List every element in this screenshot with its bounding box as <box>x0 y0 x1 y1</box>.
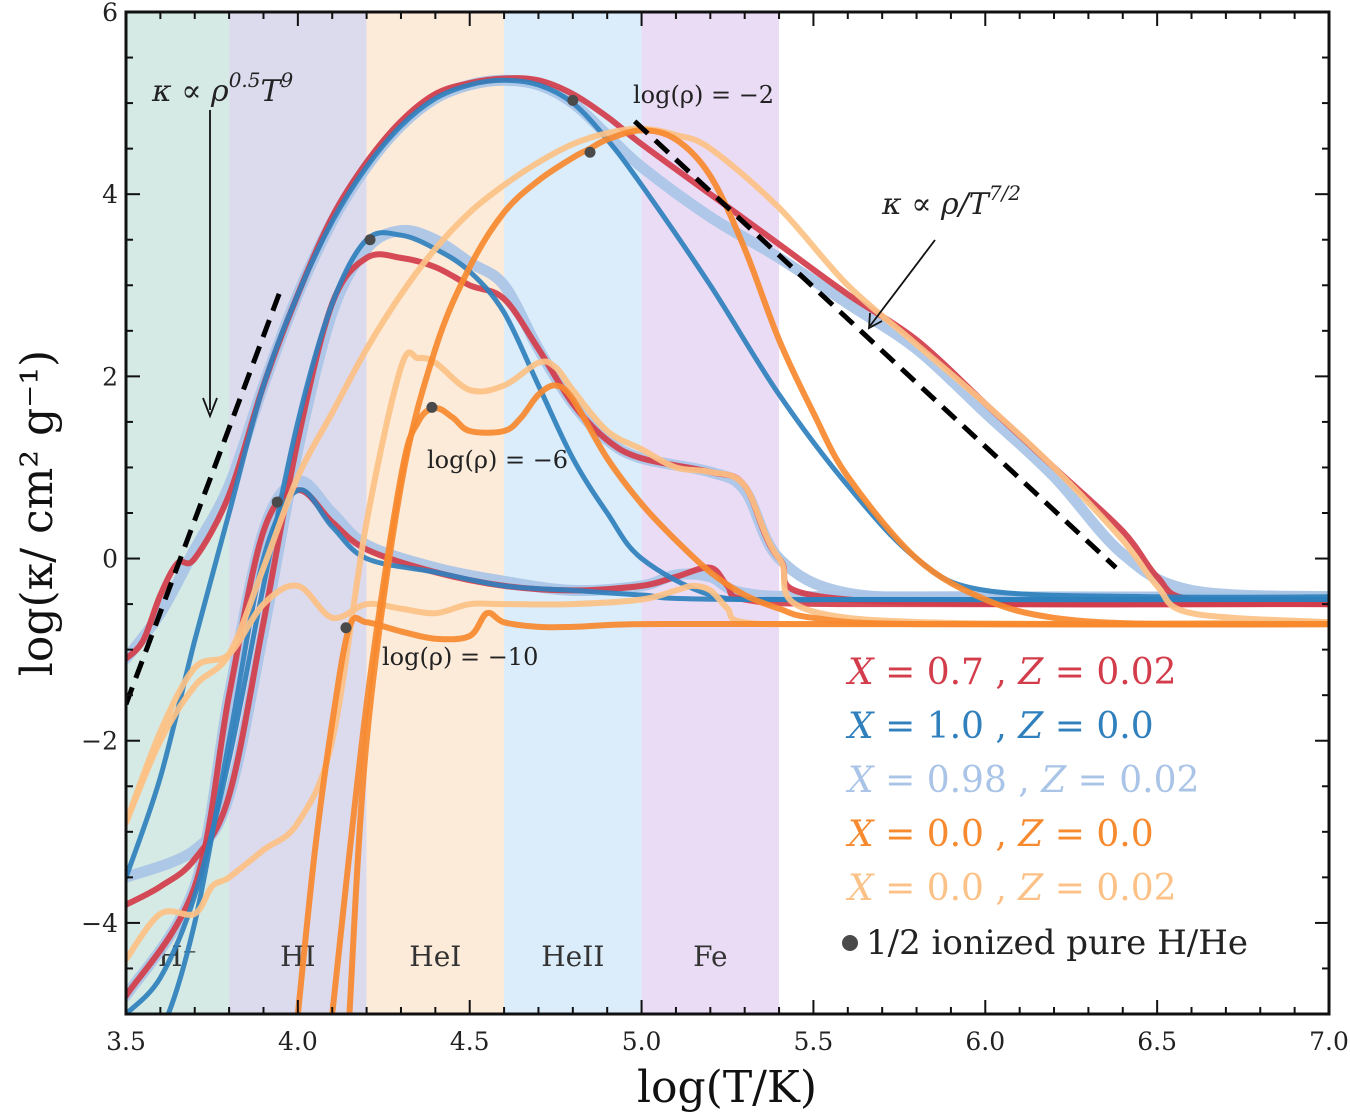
kramers-high-arrowhead <box>867 312 883 330</box>
x-tick-label-0: 3.5 <box>106 1027 146 1056</box>
x-tick-label-6: 6.5 <box>1137 1027 1177 1056</box>
legend-marker-dot <box>842 935 858 951</box>
x-tick-label-4: 5.5 <box>794 1027 834 1056</box>
annotations: κ ∝ ρ0.5T9 κ ∝ ρ/T7/2 log(ρ) = −2 log(ρ)… <box>151 68 1021 671</box>
band-label-4: Fe <box>693 940 727 973</box>
half-ionized-point-2 <box>364 234 376 246</box>
axis-ticks <box>125 11 1330 1015</box>
x-tick-label-1: 4.0 <box>278 1027 318 1056</box>
band-label-2: HeI <box>409 940 461 973</box>
x-tick-label-5: 6.0 <box>965 1027 1005 1056</box>
power-law-line-0 <box>126 288 284 706</box>
y-tick-label-3: 2 <box>102 362 118 391</box>
opacity-curves <box>126 74 1329 1014</box>
y-tick-label-4: 4 <box>102 180 118 209</box>
half-ionized-point-3 <box>426 401 438 413</box>
kramers-high-arrow <box>869 239 936 327</box>
legend-entry-4: X = 0.0 , Z = 0.02 <box>845 868 1177 909</box>
y-tick-label-2: 0 <box>102 545 118 574</box>
y-tick-label-1: −2 <box>81 727 118 756</box>
series-line-9 <box>126 125 1329 826</box>
series-line-8 <box>165 487 1329 1014</box>
legend-entry-1: X = 1.0 , Z = 0.0 <box>845 706 1154 747</box>
y-tick-label-0: −4 <box>81 909 118 938</box>
series-line-10 <box>126 349 1329 963</box>
legend: X = 0.7 , Z = 0.02 X = 1.0 , Z = 0.0 X = 0… <box>842 652 1248 963</box>
axis-tick-labels: 3.5 4.0 4.5 5.0 5.5 6.0 6.5 7.0 −4 −2 0 2 4 6 <box>81 0 1349 1056</box>
half-ionized-points <box>271 94 596 634</box>
half-ionized-point-0 <box>271 496 283 508</box>
x-tick-label-7: 7.0 <box>1309 1027 1349 1056</box>
rho-minus-10-label: log(ρ) = −10 <box>382 643 538 671</box>
x-tick-label-3: 5.0 <box>622 1027 662 1056</box>
half-ionized-point-4 <box>567 94 579 106</box>
x-axis-title: log(T/K) <box>637 1062 817 1113</box>
legend-entry-2: X = 0.98 , Z = 0.02 <box>845 760 1199 801</box>
kramers-low-arrowhead <box>202 397 218 419</box>
band-label-1: HI <box>280 940 315 973</box>
rho-minus-2-label: log(ρ) = −2 <box>633 81 774 109</box>
y-tick-label-5: 6 <box>102 0 118 27</box>
legend-entry-3: X = 0.0 , Z = 0.0 <box>845 814 1154 855</box>
power-law-lines <box>126 119 1118 706</box>
series-line-14 <box>294 609 1329 1014</box>
legend-entry-0: X = 0.7 , Z = 0.02 <box>845 652 1177 693</box>
half-ionized-point-1 <box>340 622 352 634</box>
legend-marker-label: 1/2 ionized pure H/He <box>866 923 1248 963</box>
power-law-line-1 <box>632 119 1118 570</box>
band-label-3: HeII <box>541 940 604 973</box>
band-1 <box>229 12 367 1014</box>
kramers-low-label: κ ∝ ρ0.5T9 <box>151 68 294 109</box>
band-2 <box>366 12 505 1014</box>
y-axis-title: log(κ/ cm² g⁻¹) <box>12 350 63 676</box>
series-line-13 <box>329 382 1329 1014</box>
half-ionized-point-5 <box>584 146 596 158</box>
band-3 <box>504 12 642 1014</box>
rho-minus-6-label: log(ρ) = −6 <box>427 446 568 474</box>
x-tick-label-2: 4.5 <box>450 1027 490 1056</box>
